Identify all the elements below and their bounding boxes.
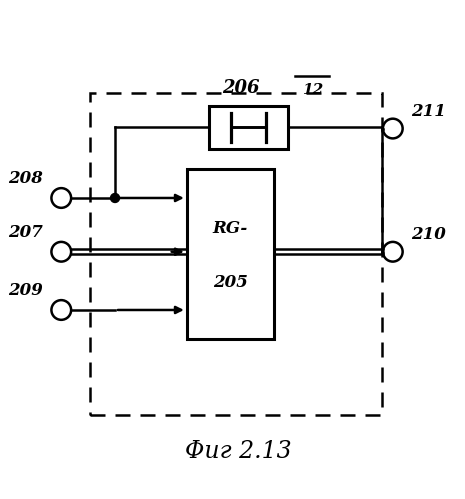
Text: RG-: RG- [213, 220, 248, 237]
Text: 208: 208 [8, 170, 43, 187]
Text: 12: 12 [301, 83, 323, 97]
Bar [187, 169, 274, 339]
Text: Φиг 2.13: Φиг 2.13 [185, 440, 292, 463]
Text: 207: 207 [8, 224, 43, 241]
Text: 206: 206 [222, 79, 259, 97]
Text: 205: 205 [213, 274, 248, 291]
Text: 211: 211 [411, 103, 445, 120]
Text: 209: 209 [8, 282, 43, 299]
Text: 210: 210 [411, 226, 445, 243]
Bar [209, 106, 287, 149]
Circle shape [111, 194, 120, 203]
